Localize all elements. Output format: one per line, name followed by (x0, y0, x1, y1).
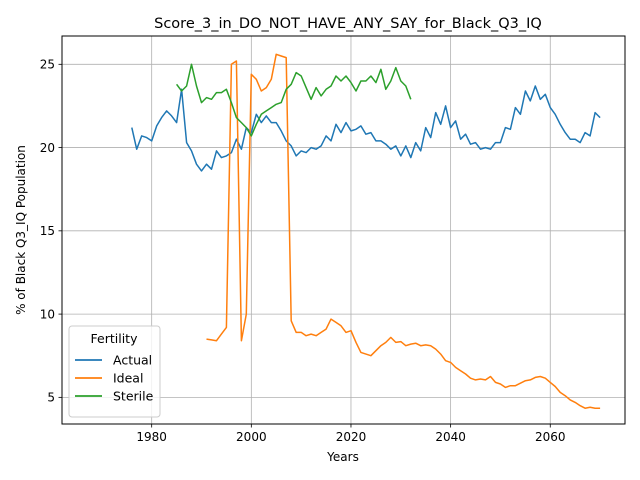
legend: Fertility Actual Ideal Sterile (69, 326, 160, 417)
x-tick-label: 2040 (435, 430, 466, 444)
legend-label-actual: Actual (113, 353, 152, 368)
x-tick-label: 2060 (535, 430, 566, 444)
legend-label-ideal: Ideal (113, 371, 143, 386)
x-tick-label: 1980 (136, 430, 167, 444)
y-axis-label: % of Black Q3_IQ Population (14, 145, 28, 315)
y-tick-label: 10 (40, 307, 55, 321)
legend-label-sterile: Sterile (113, 389, 154, 404)
legend-title: Fertility (91, 331, 139, 346)
chart-title: Score_3_in_DO_NOT_HAVE_ANY_SAY_for_Black… (154, 16, 542, 32)
y-tick-label: 25 (40, 58, 55, 72)
x-axis-label: Years (326, 450, 359, 464)
legend-items: Actual Ideal Sterile (75, 353, 154, 404)
y-tick-label: 15 (40, 224, 55, 238)
y-tick-label: 5 (47, 391, 55, 405)
y-tick-label: 20 (40, 141, 55, 155)
x-tick-label: 2000 (236, 430, 267, 444)
x-tick-label: 2020 (336, 430, 367, 444)
